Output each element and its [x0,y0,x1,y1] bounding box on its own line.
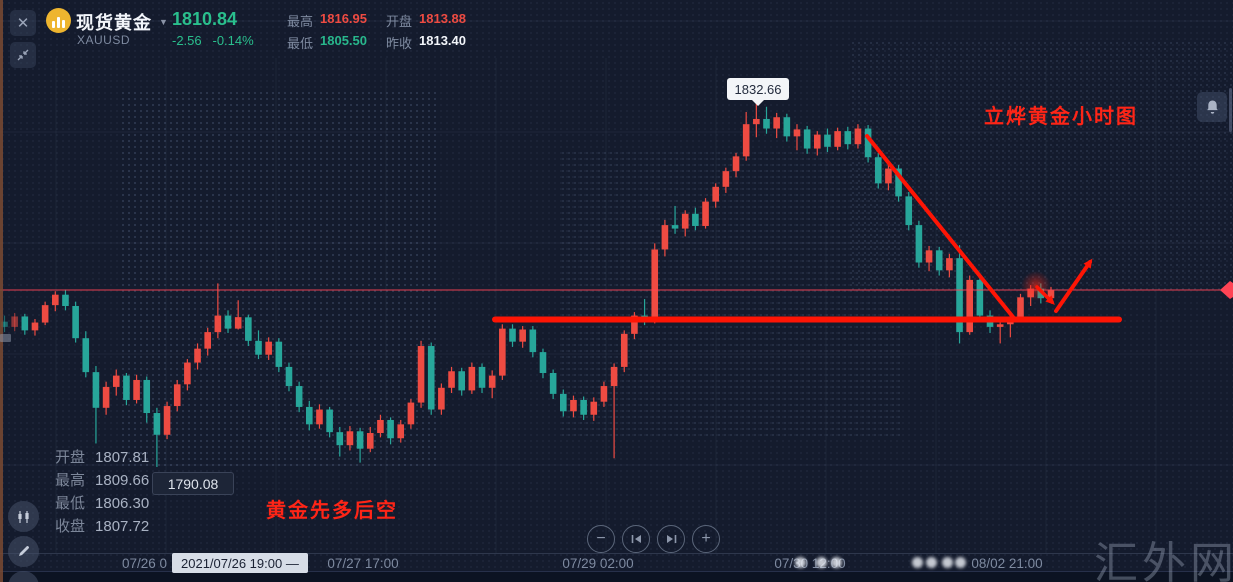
chevron-down-icon: ▼ [159,17,168,27]
stat-low-value: 1805.50 [320,33,367,48]
minus-icon: − [596,530,606,547]
skip-to-start-button[interactable] [622,525,650,553]
ohlc-close-row: 收盘 1807.72 [55,515,149,538]
change-percent: -0.14% [212,33,254,48]
axis-tick-label: 07/29 02:00 [562,556,634,571]
blurred-dot [955,557,966,568]
axis-tick-label: 07/26 0 [122,556,168,571]
ohlc-close-value: 1807.72 [95,518,150,535]
ohlc-high-row: 最高 1809.66 [55,469,149,492]
ohlc-low-row: 最低 1806.30 [55,492,149,515]
axis-tick-label: 07/30 12:00 [774,556,846,571]
crosshair-price-badge: 1790.08 [152,472,234,495]
skip-start-icon [631,535,641,543]
blurred-dot [926,557,937,568]
ohlc-close-label: 收盘 [55,518,86,535]
collapse-arrows-icon [17,49,29,61]
blurred-dot [942,557,953,568]
ohlc-low-label: 最低 [55,495,86,512]
blurred-dot [831,557,842,568]
last-price: 1810.84 [172,9,238,29]
crosshair-time-label: 2021/07/26 19:00 — [172,553,308,573]
chart-type-button[interactable] [8,501,39,532]
stat-low-label: 最低 [287,36,314,51]
chart-nav-controls: − + [587,525,720,553]
selected-candle-ohlc-panel: 开盘 1807.81 最高 1809.66 最低 1806.30 收盘 1807.72 [55,446,149,538]
stat-high-value: 1816.95 [320,11,367,26]
collapse-button[interactable] [10,42,36,68]
bell-icon [1206,100,1218,114]
symbol-code: XAUUSD [77,33,131,47]
axis-separator [0,553,1233,554]
skip-to-end-button[interactable] [657,525,685,553]
stat-prevclose-label: 昨收 [386,36,413,51]
annotation-hour-chart-note: 立烨黄金小时图 [984,106,1138,128]
axis-tick-label: 07/27 17:00 [327,556,399,571]
ohlc-open-value: 1807.81 [95,449,150,466]
ohlc-low-value: 1806.30 [95,495,150,512]
arrow-up-icon: ▲ [18,581,29,582]
annotation-long-then-short-note: 黄金先多后空 [266,500,398,522]
stat-high-label: 最高 [287,14,314,29]
ohlc-open-row: 开盘 1807.81 [55,446,149,469]
close-button[interactable]: ✕ [10,10,36,36]
zoom-in-button[interactable]: + [692,525,720,553]
close-icon: ✕ [16,15,30,32]
blurred-dot [816,557,827,568]
crosshair-price-value: 1790.08 [167,475,219,492]
more-tools-button[interactable]: ▲ [8,571,39,582]
ohlc-high-value: 1809.66 [95,472,150,489]
stat-open-label: 开盘 [386,14,413,29]
price-change: -2.56 -0.14% [172,33,254,48]
high-price-value: 1832.66 [734,81,782,97]
bottom-bar [0,571,1233,582]
ohlc-high-label: 最高 [55,472,86,489]
axis-tick-label: 08/02 21:00 [971,556,1043,571]
scrollbar-thumb[interactable] [1229,88,1232,132]
ohlc-open-label: 开盘 [55,449,86,466]
zoom-out-button[interactable]: − [587,525,615,553]
candlestick-icon [17,510,29,523]
symbol-selector[interactable]: 现货黄金 ▼ [76,9,168,35]
blurred-dot [912,557,923,568]
price-alert-button[interactable] [1197,92,1227,122]
blurred-dot [795,557,806,568]
stat-prevclose-value: 1813.40 [419,33,466,48]
site-watermark: 汇外网 [1094,539,1233,582]
plus-icon: + [701,530,711,547]
skip-end-icon [666,535,676,543]
gold-coin-icon [46,8,71,33]
draw-button[interactable] [8,536,39,567]
left-edge-strip [0,0,3,582]
stat-open-value: 1813.88 [419,11,466,26]
pencil-icon [19,546,29,556]
left-edge-tag [0,334,11,342]
change-value: -2.56 [172,33,202,48]
high-price-label: 1832.66 [727,78,789,106]
symbol-name: 现货黄金 [76,13,152,33]
